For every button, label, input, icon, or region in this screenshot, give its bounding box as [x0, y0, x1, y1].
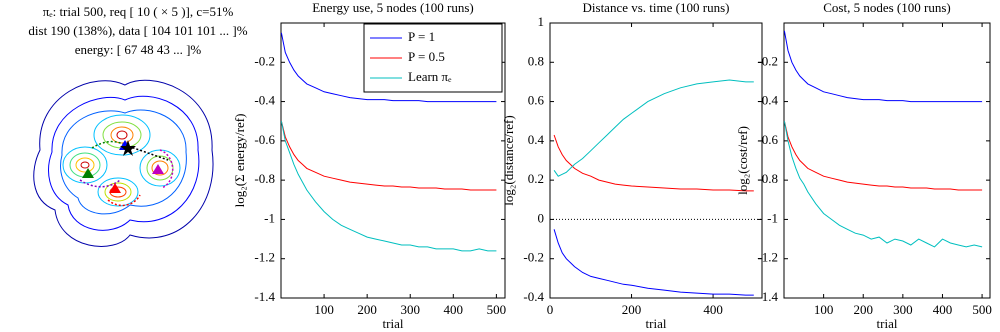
chart: Cost, 5 nodes (100 runs) trial log₂(cost/r… — [735, 0, 992, 331]
y-axis-label: log₂(distance/ref) — [501, 115, 516, 205]
x-tick-label: 0 — [547, 302, 554, 317]
x-tick-label: 100 — [814, 302, 834, 317]
data-line — [553, 229, 754, 296]
x-tick-label: 100 — [314, 302, 334, 317]
y-tick-label: 0.4 — [528, 132, 545, 147]
chart: Energy use, 5 nodes (100 runs) trial log₂(… — [232, 0, 506, 331]
data-line — [280, 32, 497, 103]
plot-frame — [280, 22, 506, 299]
y-tick-label: 1 — [538, 14, 545, 29]
data-line — [783, 30, 983, 103]
legend: P = 1 P = 0.5 Learn πₑ — [363, 23, 503, 93]
data-line — [553, 79, 754, 177]
plot-frame — [549, 22, 763, 299]
y-tick-label: 0 — [538, 210, 545, 225]
y-tick-label: -0.2 — [757, 53, 778, 68]
data-line — [280, 121, 497, 252]
contour-map — [33, 79, 214, 247]
legend-label: P = 0.5 — [408, 49, 445, 64]
y-tick-label: -1 — [264, 210, 275, 225]
data-line — [280, 121, 497, 191]
y-tick-label: -0.8 — [254, 171, 275, 186]
info-text: πₑ: trial 500, req [ 10 ( × 5 )], c=51% … — [28, 4, 247, 57]
y-tick-label: -0.6 — [757, 132, 778, 147]
y-tick-label: 0.6 — [528, 93, 545, 108]
chart-title: Distance vs. time (100 runs) — [583, 0, 730, 15]
legend-label: P = 1 — [408, 29, 435, 44]
data-line — [783, 121, 983, 191]
y-tick-label: -0.8 — [757, 171, 778, 186]
x-axis-label: trial — [877, 316, 898, 331]
y-tick-label: 0.2 — [528, 171, 544, 186]
x-tick-label: 400 — [703, 302, 723, 317]
data-line — [783, 121, 983, 248]
chart-title: Energy use, 5 nodes (100 runs) — [312, 0, 474, 15]
legend-label: Learn πₑ — [408, 69, 452, 84]
x-tick-label: 400 — [444, 302, 464, 317]
x-tick-label: 400 — [933, 302, 953, 317]
info-line: dist 190 (138%), data [ 104 101 101 ... … — [28, 23, 247, 38]
plot-frame — [783, 22, 991, 299]
x-tick-label: 300 — [893, 302, 913, 317]
y-axis-label: log₂(Σ energy/ref) — [232, 114, 247, 208]
info-line: πₑ: trial 500, req [ 10 ( × 5 )], c=51% — [43, 4, 234, 19]
y-tick-label: -1.4 — [254, 289, 275, 304]
chart-title: Cost, 5 nodes (100 runs) — [823, 0, 950, 15]
y-tick-label: -1.2 — [757, 250, 778, 265]
y-tick-label: 0.8 — [528, 53, 544, 68]
x-tick-label: 200 — [622, 302, 642, 317]
x-tick-label: 200 — [357, 302, 377, 317]
y-tick-label: -0.4 — [254, 93, 275, 108]
x-axis-label: trial — [383, 316, 404, 331]
x-tick-label: 500 — [487, 302, 507, 317]
y-tick-label: -0.2 — [254, 53, 275, 68]
y-tick-label: -1 — [767, 210, 778, 225]
x-axis-label: trial — [646, 316, 667, 331]
y-tick-label: -0.6 — [254, 132, 275, 147]
y-tick-label: -0.4 — [523, 289, 544, 304]
x-tick-label: 300 — [400, 302, 420, 317]
y-tick-label: -0.2 — [523, 250, 544, 265]
x-tick-label: 200 — [853, 302, 873, 317]
y-tick-label: -1.4 — [757, 289, 778, 304]
data-line — [553, 134, 754, 192]
y-axis-label: log₂(cost/ref) — [735, 126, 750, 195]
info-line: energy: [ 67 48 43 ... ]% — [75, 42, 202, 57]
y-tick-label: -0.4 — [757, 93, 778, 108]
chart: Distance vs. time (100 runs) trial log₂(di… — [501, 0, 763, 331]
x-tick-label: 500 — [972, 302, 992, 317]
y-tick-label: -1.2 — [254, 250, 275, 265]
